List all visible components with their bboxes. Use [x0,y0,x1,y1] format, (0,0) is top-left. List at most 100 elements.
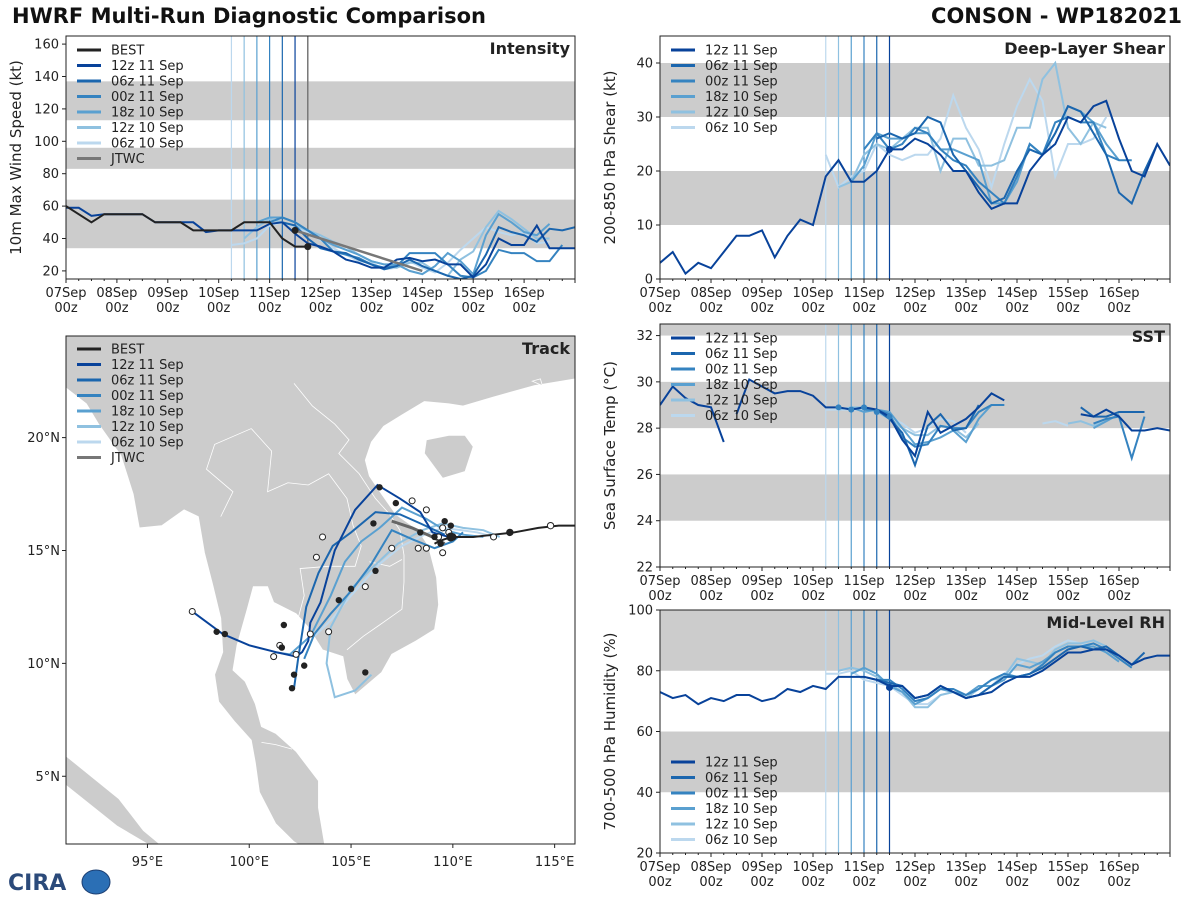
x-tick-label: 00z [954,301,978,316]
x-tick-label: 08Sep [690,574,731,589]
x-tick-label: 07Sep [639,860,680,875]
legend-label: 18z 10 Sep [111,106,184,121]
map-area [66,336,575,844]
x-tick-label: 16Sep [1098,574,1139,589]
legend-label: 00z 11 Sep [705,363,778,378]
x-tick-label: 00z [1107,301,1131,316]
legend-label: 12z 10 Sep [705,394,778,409]
track-marker-open [270,653,278,661]
track-line [293,511,446,689]
legend-label: 18z 10 Sep [111,405,184,420]
legend-label: 06z 10 Sep [705,409,778,424]
legend-label: 00z 11 Sep [705,787,778,802]
track-marker-open [388,544,396,552]
legend-label: JTWC [110,152,145,167]
track-line [325,522,501,699]
x-tick-label: 00z [462,301,486,316]
series-line [888,392,1005,459]
x-tick-label: 00z [105,301,129,316]
x-tick-label: 07Sep [45,286,86,301]
track-marker-filled [213,628,220,635]
jtwc-line [294,229,423,273]
x-tick-label: 00z [801,875,825,890]
x-tick-label: 12Sep [894,860,935,875]
x-tick-label: 00z [1005,875,1029,890]
panel-rh: 2040608010007Sep00z08Sep00z09Sep00z10Sep… [601,604,1171,890]
x-tick-label: 11Sep [843,574,884,589]
track-marker-open [490,533,498,541]
shaded-band [660,171,1170,225]
track-marker-filled [392,499,400,507]
track-marker-filled [431,533,438,541]
x-tick-label: 15Sep [1047,286,1088,301]
y-tick-label: 40 [636,786,653,801]
x-tick-label: 00z [903,875,927,890]
x-tick-label: 08Sep [690,860,731,875]
track-marker-filled [288,685,296,692]
legend-label: 12z 11 Sep [705,44,778,59]
x-tick-label: 16Sep [1098,286,1139,301]
legend-label: 18z 10 Sep [705,90,778,105]
plot-area [660,610,1170,853]
legend-label: 06z 11 Sep [111,75,184,90]
x-tick-label: 00z [903,589,927,604]
legend-label: 12z 11 Sep [111,59,184,74]
legend-label: 12z 10 Sep [111,420,184,435]
x-tick-label: 00z [648,875,672,890]
legend-label: 12z 10 Sep [705,106,778,121]
track-marker-filled [370,520,377,527]
track-line [191,483,450,658]
legend-label: 18z 10 Sep [705,378,778,393]
legend-label: BEST [111,343,144,358]
shaded-band [660,474,1170,521]
track-marker-open [361,583,369,591]
x-tick-label: 00z [852,589,876,604]
y-axis-label: 200-850 hPa Shear (kt) [601,71,619,245]
legend-label: 00z 11 Sep [111,90,184,105]
shaded-band [66,147,575,169]
lat-tick-label: 20°N [27,431,60,446]
x-tick-label: 13Sep [945,286,986,301]
track-marker-filled [347,585,355,593]
y-tick-label: 40 [636,57,653,72]
series-line [824,77,1108,191]
y-axis-label: 10m Max Wind Speed (kt) [7,60,25,255]
y-tick-label: 60 [636,725,653,740]
series-line [864,404,1005,448]
x-tick-label: 00z [852,301,876,316]
y-tick-label: 30 [636,375,653,390]
x-tick-label: 07Sep [639,286,680,301]
x-tick-label: 00z [309,301,333,316]
lat-tick-label: 5°N [36,770,61,785]
series-line [660,384,725,443]
track-marker-open [408,497,416,505]
x-tick-label: 00z [1056,301,1080,316]
shaded-band [660,324,1170,336]
track-marker-filled [221,630,229,638]
legend-label: 06z 11 Sep [705,771,778,786]
y-tick-label: 30 [636,111,653,126]
panel-title: Intensity [490,39,571,58]
x-tick-label: 15Sep [453,286,494,301]
lon-tick-label: 105°E [331,855,371,870]
legend-label: 06z 10 Sep [111,436,184,451]
x-tick-label: 14Sep [402,286,443,301]
best-track-point [546,521,555,530]
x-tick-label: 00z [801,301,825,316]
series-line [1042,420,1069,427]
country-border [250,428,362,619]
panel-title: SST [1132,327,1165,346]
x-tick-label: 00z [954,875,978,890]
y-tick-label: 100 [34,135,59,150]
track-marker-open [414,544,422,552]
track-marker-filled [441,517,448,525]
y-tick-label: 160 [34,38,59,53]
track-marker-open [325,628,333,636]
y-tick-label: 10 [636,219,653,234]
panel-title: Track [522,339,570,358]
plot-area [66,36,575,279]
best-track-point [506,528,514,537]
y-tick-label: 20 [636,165,653,180]
